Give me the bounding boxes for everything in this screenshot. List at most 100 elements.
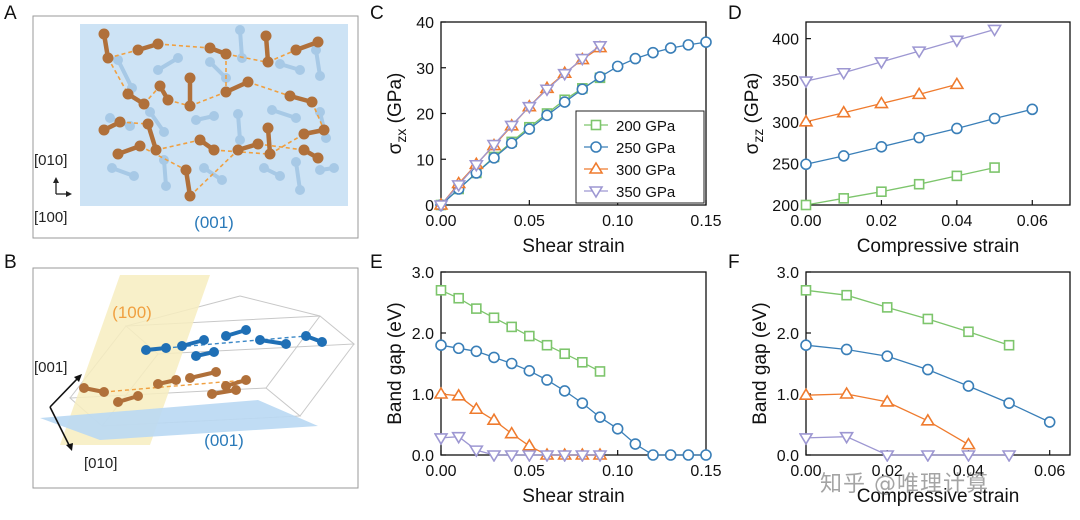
data-point bbox=[841, 289, 852, 301]
data-point bbox=[558, 385, 571, 397]
data-point bbox=[592, 40, 608, 54]
series-250-gpa bbox=[435, 339, 712, 461]
series-line bbox=[440, 45, 601, 206]
data-point bbox=[874, 95, 889, 109]
x-tick-label: 0.15 bbox=[690, 213, 721, 230]
data-point bbox=[558, 96, 571, 108]
y-tick-label: 350 bbox=[772, 73, 799, 90]
y-tick-label: 300 bbox=[772, 115, 799, 132]
series-350-gpa bbox=[434, 40, 608, 212]
data-point bbox=[453, 292, 464, 304]
series-line bbox=[805, 166, 995, 206]
data-point bbox=[799, 76, 814, 89]
data-point bbox=[963, 326, 974, 338]
chart-d: 0.00 0.02 0.04 0.06 200 250 300 350 400 Compressi… bbox=[742, 21, 1071, 257]
x-tick-label: 0.00 bbox=[790, 463, 821, 480]
data-point bbox=[557, 68, 573, 82]
y-tick-label: 40 bbox=[416, 15, 434, 32]
data-point bbox=[594, 71, 606, 83]
watermark-text: 知乎 @唯理计算 bbox=[820, 472, 989, 497]
chart-f: 0.00 0.02 0.04 0.06 0.0 1.0 2.0 3.0 Compressive … bbox=[750, 265, 1071, 507]
data-point bbox=[541, 109, 553, 122]
data-point bbox=[988, 112, 1001, 125]
plot-frame bbox=[805, 21, 1071, 206]
y-tick-label: 3.0 bbox=[777, 265, 799, 282]
data-point bbox=[629, 438, 642, 450]
data-point bbox=[840, 343, 853, 356]
data-point bbox=[471, 303, 482, 314]
series-250-gpa bbox=[800, 339, 1056, 428]
y-tick-label: 1.0 bbox=[777, 387, 799, 404]
data-point bbox=[592, 450, 608, 462]
x-tick-label: 0.10 bbox=[602, 463, 633, 480]
x-tick-label: 0.00 bbox=[425, 213, 456, 230]
data-point bbox=[800, 339, 812, 352]
x-axis-label: Shear strain bbox=[522, 486, 624, 507]
data-point bbox=[1003, 397, 1015, 409]
data-point bbox=[590, 141, 602, 153]
data-point bbox=[594, 411, 606, 423]
data-point bbox=[949, 35, 965, 48]
data-point bbox=[488, 312, 500, 324]
data-point bbox=[468, 159, 484, 173]
panel-label-b: B bbox=[4, 252, 17, 273]
data-point bbox=[486, 139, 502, 153]
data-point bbox=[629, 52, 642, 65]
data-point bbox=[961, 450, 976, 462]
data-point bbox=[557, 450, 573, 462]
data-point bbox=[521, 101, 537, 115]
series-200-gpa bbox=[435, 284, 606, 377]
series-line bbox=[805, 436, 1010, 456]
data-point bbox=[435, 339, 447, 352]
data-point bbox=[504, 450, 520, 462]
series-350-gpa bbox=[434, 431, 608, 462]
series-300-gpa bbox=[799, 76, 965, 127]
x-tick-label: 0.06 bbox=[1034, 463, 1065, 480]
data-point bbox=[664, 42, 677, 54]
data-point bbox=[879, 394, 895, 407]
x-tick-label: 0.10 bbox=[602, 213, 633, 230]
data-point bbox=[524, 330, 535, 342]
data-point bbox=[541, 339, 553, 351]
data-point bbox=[488, 351, 500, 364]
y-tick-label: 0 bbox=[425, 198, 434, 215]
y-axis-label: Band gap (eV) bbox=[750, 302, 771, 425]
data-point bbox=[588, 186, 604, 199]
series-line bbox=[805, 344, 1050, 423]
data-point bbox=[486, 450, 502, 462]
x-tick-label: 0.15 bbox=[690, 463, 721, 480]
data-point bbox=[611, 422, 624, 435]
chart-e: 0.00 0.05 0.10 0.15 0.0 1.0 2.0 3.0 Shear strain… bbox=[385, 265, 722, 507]
data-point bbox=[594, 366, 606, 377]
x-tick-label: 0.00 bbox=[425, 463, 456, 480]
panel-label-a: A bbox=[4, 3, 17, 24]
data-point bbox=[505, 357, 518, 370]
data-point bbox=[559, 348, 570, 360]
data-point bbox=[504, 426, 520, 439]
data-point bbox=[920, 450, 936, 462]
data-point bbox=[838, 193, 850, 204]
data-point bbox=[951, 122, 963, 135]
x-tick-label: 0.04 bbox=[953, 463, 984, 480]
data-point bbox=[541, 374, 553, 386]
data-point bbox=[577, 356, 588, 368]
x-tick-label: 0.05 bbox=[514, 213, 545, 230]
data-point bbox=[521, 438, 537, 451]
y-tick-label: 0.0 bbox=[777, 448, 799, 465]
y-tick-label: 20 bbox=[416, 107, 434, 124]
x-tick-label: 0.00 bbox=[790, 213, 821, 230]
y-tick-label: 1.0 bbox=[412, 387, 434, 404]
y-tick-label: 200 bbox=[772, 198, 799, 215]
panel-label-f: F bbox=[728, 252, 740, 273]
series-line bbox=[440, 289, 601, 372]
data-point bbox=[989, 162, 1000, 173]
data-point bbox=[434, 433, 449, 446]
data-point bbox=[521, 450, 537, 462]
chart-c: 0.00 0.05 0.10 0.15 0 10 20 30 40 Shear strain σzx… bbox=[385, 15, 722, 257]
data-point bbox=[576, 397, 589, 409]
data-point bbox=[539, 450, 555, 462]
data-point bbox=[452, 342, 465, 355]
legend-label: 250 GPa bbox=[616, 140, 676, 157]
data-point bbox=[837, 150, 850, 162]
